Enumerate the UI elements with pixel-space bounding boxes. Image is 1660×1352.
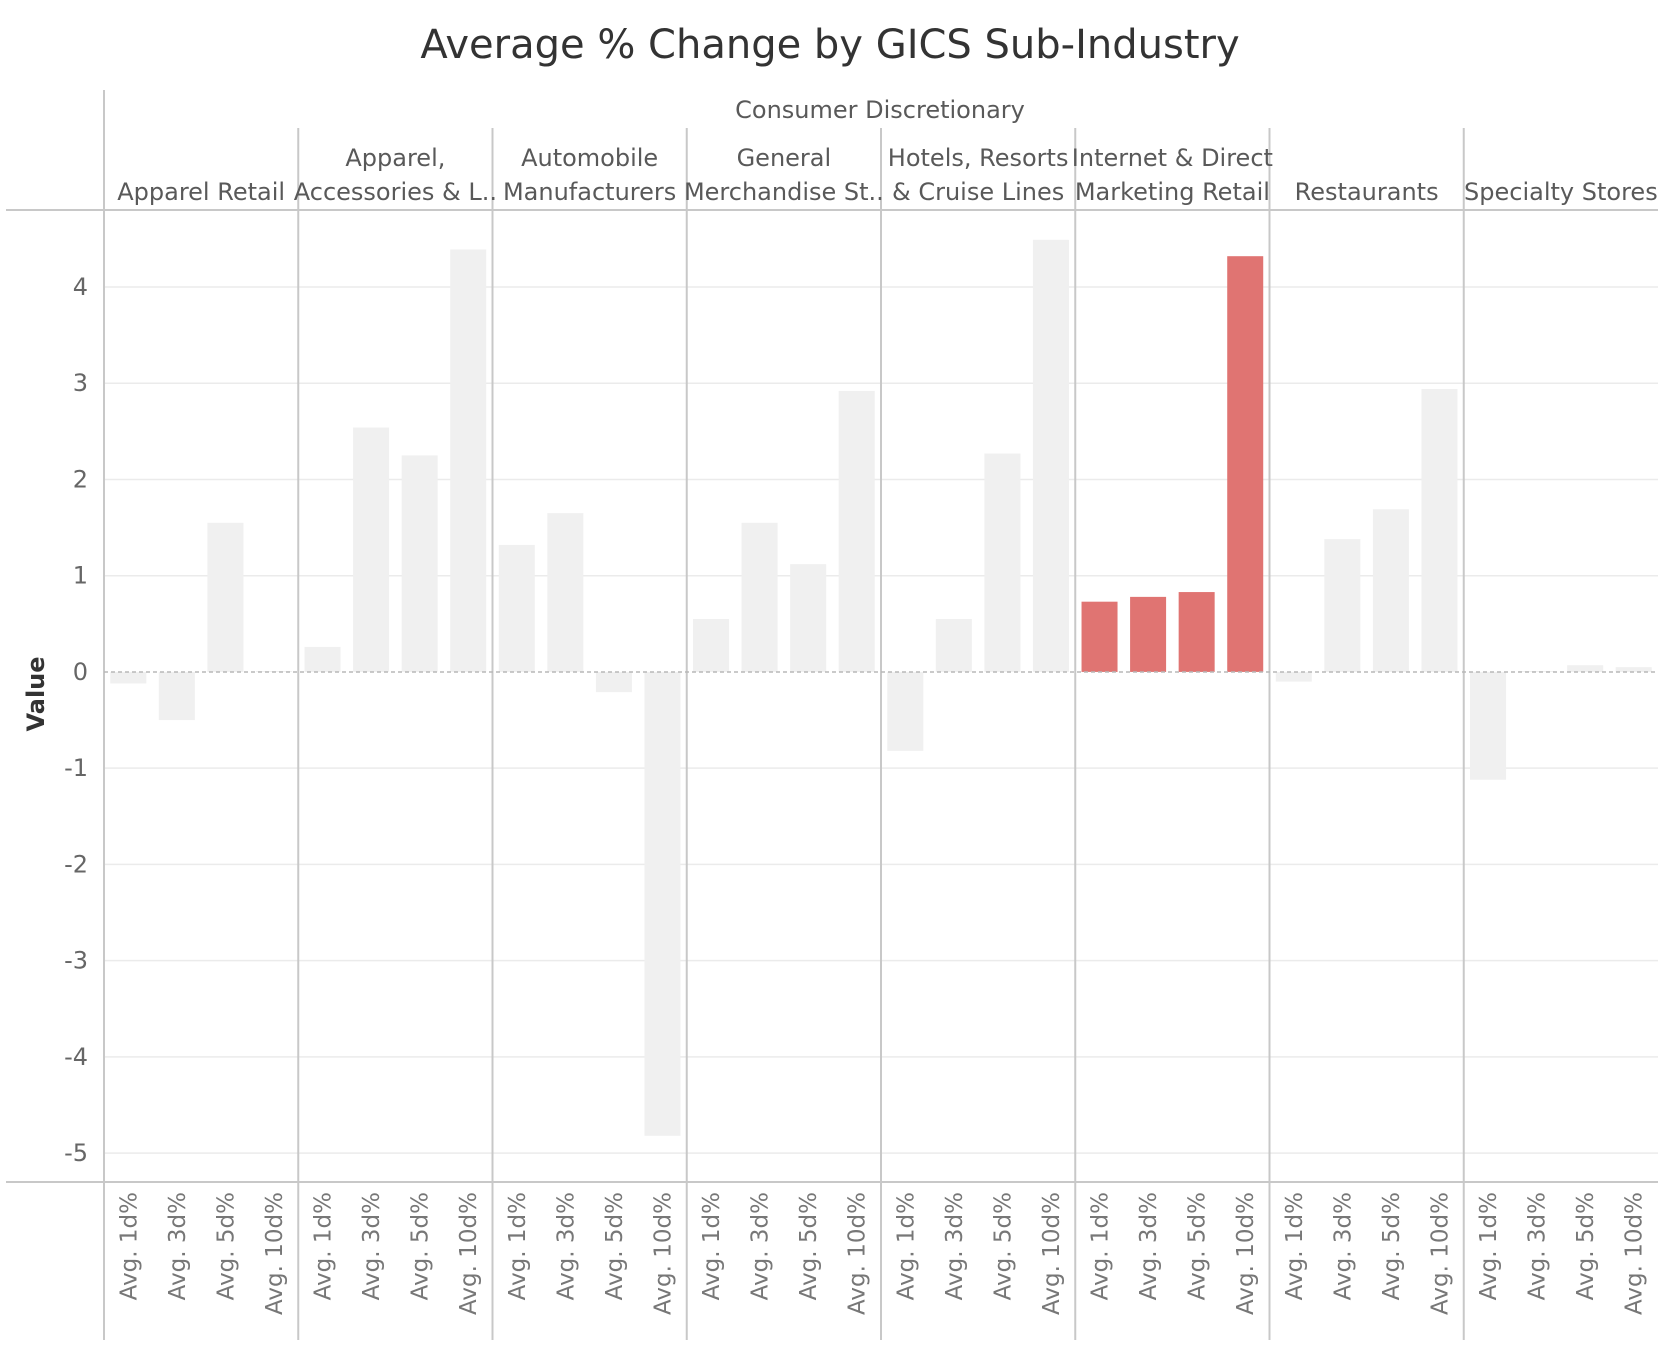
x-tick-label: Avg. 10d% xyxy=(456,1192,482,1315)
y-tick-label: -2 xyxy=(64,850,88,878)
bar xyxy=(644,671,681,1136)
x-tick-label: Avg. 1d% xyxy=(1476,1192,1502,1300)
x-tick-label: Avg. 10d% xyxy=(1622,1192,1648,1315)
panel-header: & Cruise Lines xyxy=(892,178,1064,206)
panel-header: Internet & Direct xyxy=(1072,144,1273,172)
y-axis: 4 3 2 1 0 -1 -2 -3 -4 -5 xyxy=(64,273,88,1167)
bar xyxy=(984,453,1021,672)
panel-header: Apparel Retail xyxy=(117,178,285,206)
bar xyxy=(1032,239,1069,672)
x-tick-label: Avg. 5d% xyxy=(990,1192,1016,1300)
x-tick-label: Avg. 10d% xyxy=(1039,1192,1065,1315)
x-tick-label: Avg. 1d% xyxy=(505,1192,531,1300)
x-tick-label: Avg. 3d% xyxy=(748,1192,774,1300)
x-tick-label: Avg. 3d% xyxy=(165,1192,191,1300)
panel-header: General xyxy=(737,144,832,172)
y-axis-title: Value xyxy=(22,656,50,731)
bar xyxy=(887,671,924,751)
bar xyxy=(935,619,972,672)
panel-frame xyxy=(6,90,1658,1340)
x-tick-label: Avg. 3d% xyxy=(359,1192,385,1300)
x-tick-label: Avg. 3d% xyxy=(553,1192,579,1300)
y-tick-label: 1 xyxy=(73,562,88,590)
bar xyxy=(353,427,390,672)
bar xyxy=(547,513,584,672)
bar xyxy=(450,249,487,672)
bar xyxy=(1130,596,1167,672)
bar xyxy=(1324,539,1361,672)
x-tick-label: Avg. 5d% xyxy=(213,1192,239,1300)
x-tick-label: Avg. 1d% xyxy=(1282,1192,1308,1300)
bar xyxy=(401,455,438,672)
x-tick-label: Avg. 3d% xyxy=(1330,1192,1356,1300)
x-tick-label: Avg. 5d% xyxy=(1573,1192,1599,1300)
x-tick-label: Avg. 1d% xyxy=(699,1192,725,1300)
x-tick-label: Avg. 5d% xyxy=(1185,1192,1211,1300)
panel-header: Manufacturers xyxy=(503,178,676,206)
bar xyxy=(1178,592,1215,672)
x-tick-label: Avg. 5d% xyxy=(796,1192,822,1300)
y-tick-label: 4 xyxy=(73,273,88,301)
bar xyxy=(790,564,827,672)
x-tick-label: Avg. 10d% xyxy=(845,1192,871,1315)
x-tick-label: Avg. 5d% xyxy=(408,1192,434,1300)
x-tick-label: Avg. 1d% xyxy=(311,1192,337,1300)
y-tick-label: 0 xyxy=(73,658,88,686)
panel-header: Hotels, Resorts xyxy=(888,144,1069,172)
bar xyxy=(158,671,195,721)
y-tick-label: 3 xyxy=(73,369,88,397)
x-tick-label: Avg. 5d% xyxy=(1379,1192,1405,1300)
x-tick-label: Avg. 3d% xyxy=(1136,1192,1162,1300)
x-tick-label: Avg. 1d% xyxy=(893,1192,919,1300)
bar xyxy=(207,522,244,672)
panel-header: Apparel, xyxy=(345,144,445,172)
bar xyxy=(838,390,875,672)
y-tick-label: -1 xyxy=(64,754,88,782)
chart-title: Average % Change by GICS Sub-Industry xyxy=(420,22,1239,68)
bar xyxy=(1227,256,1264,672)
bar xyxy=(498,544,535,672)
panel-header: Specialty Stores xyxy=(1464,178,1658,206)
x-axis: Avg. 1d% Avg. 3d% Avg. 5d% Avg. 10d% Avg. 1d… xyxy=(116,1192,1647,1315)
panel-header: Marketing Retail xyxy=(1075,178,1270,206)
x-tick-label: Avg. 5d% xyxy=(602,1192,628,1300)
panel-header: Accessories & L.. xyxy=(294,178,497,206)
panel-header: Merchandise St.. xyxy=(684,178,884,206)
x-tick-label: Avg. 1d% xyxy=(116,1192,142,1300)
bar xyxy=(1372,509,1409,672)
bar xyxy=(1518,670,1555,672)
y-tick-label: 2 xyxy=(73,465,88,493)
panel-headers: Apparel Retail Apparel, Accessories & L.. A… xyxy=(117,144,1657,206)
y-tick-label: -3 xyxy=(64,947,88,975)
x-tick-label: Avg. 10d% xyxy=(1427,1192,1453,1315)
bar xyxy=(741,522,778,672)
x-tick-label: Avg. 1d% xyxy=(1088,1192,1114,1300)
x-tick-label: Avg. 10d% xyxy=(262,1192,288,1315)
bars xyxy=(110,239,1652,1136)
x-tick-label: Avg. 3d% xyxy=(942,1192,968,1300)
x-tick-label: Avg. 3d% xyxy=(1525,1192,1551,1300)
bar xyxy=(1567,665,1604,672)
y-tick-label: -5 xyxy=(64,1139,88,1167)
bar xyxy=(693,619,730,672)
bar xyxy=(1615,667,1652,672)
y-tick-label: -4 xyxy=(64,1043,88,1071)
bar xyxy=(1470,671,1507,780)
bar xyxy=(595,671,632,693)
x-tick-label: Avg. 10d% xyxy=(1233,1192,1259,1315)
panel-header: Restaurants xyxy=(1295,178,1439,206)
bar xyxy=(304,646,341,672)
bar xyxy=(1081,601,1118,672)
bar xyxy=(1275,671,1312,682)
x-tick-label: Avg. 10d% xyxy=(650,1192,676,1315)
bar xyxy=(1421,389,1458,672)
panel-header: Automobile xyxy=(521,144,658,172)
bar xyxy=(110,671,147,684)
sector-header: Consumer Discretionary xyxy=(735,96,1025,124)
